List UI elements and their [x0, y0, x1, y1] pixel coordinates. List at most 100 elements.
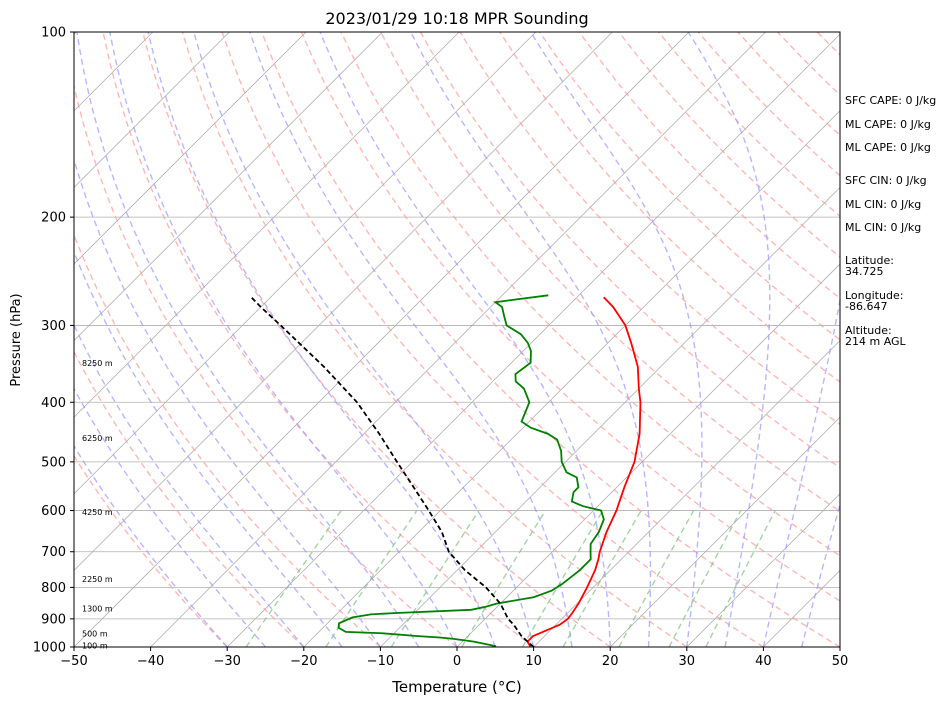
moist-adiabat-line: [410, 32, 652, 647]
isotherm-line: [150, 32, 766, 647]
mixing-ratio-line: [390, 510, 480, 647]
x-tick-label: 10: [525, 654, 542, 669]
height-label: 100 m: [82, 642, 108, 651]
y-tick-label: 300: [41, 319, 66, 334]
x-tick-label: 0: [453, 654, 461, 669]
x-tick-label: −30: [213, 654, 240, 669]
x-tick-label: −10: [367, 654, 394, 669]
x-tick-label: −20: [290, 654, 317, 669]
dry-adiabat-line: [261, 32, 840, 647]
isotherm-line: [74, 32, 383, 342]
isotherm-line: [74, 32, 307, 265]
mixing-ratio-line: [668, 510, 742, 647]
moist-adiabat-line: [319, 32, 611, 647]
y-tick-label: 900: [41, 612, 66, 627]
y-tick-label: 1000: [33, 641, 66, 656]
background-lines: [74, 32, 840, 647]
chart-title: 2023/01/29 10:18 MPR Sounding: [325, 9, 588, 28]
dry-adiabat-line: [74, 454, 228, 647]
stat-text: ML CAPE: 0 J/kg: [845, 141, 931, 154]
height-label: 4250 m: [82, 508, 113, 517]
mixing-ratio-line: [325, 510, 418, 647]
location-text: Altitude:: [845, 324, 892, 337]
height-label: 1300 m: [82, 605, 113, 614]
parcel-trace: [250, 296, 535, 647]
mixing-ratio-line: [245, 510, 342, 647]
isotherm-line: [686, 493, 840, 647]
location-text: Longitude:: [845, 289, 903, 302]
height-label: 8250 m: [82, 359, 113, 368]
y-tick-label: 400: [41, 396, 66, 411]
mixing-ratio-line: [618, 510, 695, 647]
mixing-ratio-line: [521, 510, 604, 647]
isotherm-line: [74, 32, 613, 571]
height-labels: 100 m 500 m 1300 m 2250 m 4250 m 6250 m 8250 m: [82, 359, 113, 651]
isotherm-line: [226, 33, 840, 647]
moist-adiabat-line: [74, 250, 343, 647]
x-tick-label: 20: [602, 654, 619, 669]
location-text: Latitude:: [845, 254, 894, 267]
y-tick-label: 100: [41, 26, 66, 41]
moist-adiabat-line: [801, 502, 840, 647]
axis-ticks: −50 −40 −30 −20 −10 0 10 20 30 40 50 100 200 300 400 50…: [33, 26, 848, 670]
isotherm-line: [609, 416, 840, 647]
temperature-trace: [526, 296, 642, 647]
stat-text: ML CAPE: 0 J/kg: [845, 118, 931, 131]
moist-adiabat-line: [74, 387, 267, 647]
x-tick-label: 50: [832, 654, 849, 669]
stat-text: SFC CIN: 0 J/kg: [845, 174, 927, 187]
stats-panel: SFC CAPE: 0 J/kg ML CAPE: 0 J/kg ML CAPE: …: [845, 94, 936, 348]
moist-adiabat-line: [147, 32, 496, 647]
x-tick-label: −40: [137, 654, 164, 669]
moist-adiabat-line: [74, 444, 228, 647]
dry-adiabat-line: [102, 32, 535, 647]
dry-adiabat-line: [181, 32, 688, 647]
dewpoint-trace: [337, 294, 605, 647]
y-tick-label: 800: [41, 581, 66, 596]
stat-text: ML CIN: 0 J/kg: [845, 198, 921, 211]
dry-adiabat-line: [221, 32, 764, 647]
moist-adiabat-line: [76, 32, 420, 647]
isotherm-line: [74, 32, 690, 647]
mixing-ratio-line: [461, 510, 547, 647]
isotherm-line: [533, 340, 840, 647]
dry-adiabat-line: [578, 32, 840, 300]
isotherm-line: [380, 186, 840, 647]
height-label: 500 m: [82, 629, 108, 638]
y-tick-label: 700: [41, 545, 66, 560]
moist-adiabat-line: [109, 32, 458, 647]
location-text: 34.725: [845, 265, 884, 278]
dry-adiabat-line: [142, 32, 611, 647]
isotherm-line: [456, 263, 840, 647]
y-tick-label: 600: [41, 504, 66, 519]
height-label: 6250 m: [82, 434, 113, 443]
stat-text: SFC CAPE: 0 J/kg: [845, 94, 936, 107]
dry-adiabat-line: [74, 350, 305, 647]
plot-frame: [73, 31, 841, 648]
y-tick-label: 500: [41, 455, 66, 470]
dry-adiabat-line: [74, 233, 381, 647]
height-label: 2250 m: [82, 575, 113, 584]
y-axis-label: Pressure (hPa): [9, 293, 24, 386]
isotherm-line: [74, 32, 537, 495]
moist-adiabat-line: [74, 157, 381, 647]
mixing-ratio-line: [705, 510, 776, 647]
moist-adiabat-line: [762, 296, 840, 647]
isotherm-line: [74, 32, 460, 418]
isotherm-line: [74, 32, 230, 188]
data-series: [250, 294, 642, 647]
y-tick-label: 200: [41, 211, 66, 226]
stat-text: ML CIN: 0 J/kg: [845, 221, 921, 234]
moist-adiabat-line: [249, 32, 573, 647]
location-text: 214 m AGL: [845, 335, 907, 348]
x-tick-label: 30: [679, 654, 696, 669]
moist-adiabat-line: [530, 32, 703, 647]
isotherm-line: [303, 110, 840, 647]
location-text: -86.647: [845, 300, 887, 313]
moist-adiabat-line: [687, 32, 771, 647]
moist-adiabat-line: [193, 32, 535, 647]
x-tick-label: 40: [755, 654, 772, 669]
mixing-ratio-line: [562, 510, 642, 647]
x-tick-label: −50: [60, 654, 87, 669]
